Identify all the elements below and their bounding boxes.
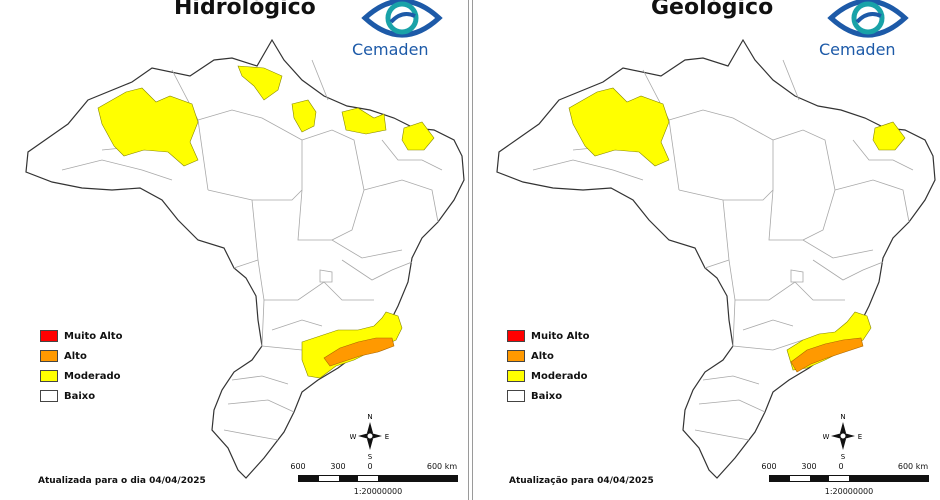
legend-item-moderado: Moderado <box>507 366 589 386</box>
legend-label: Moderado <box>531 370 588 382</box>
legend-item-baixo: Baixo <box>40 386 122 406</box>
scale-label: 600 <box>761 462 777 471</box>
legend: Muito Alto Alto Moderado Baixo <box>40 326 122 406</box>
risk-area-ceara <box>401 121 435 151</box>
scale-label: 0 <box>838 462 844 471</box>
legend-item-moderado: Moderado <box>40 366 122 386</box>
risk-area-amazonas <box>97 87 199 167</box>
scale-labels: 600 300 0 600 km <box>290 462 458 474</box>
brazil-map <box>25 38 465 479</box>
legend-swatch <box>40 370 58 382</box>
legend-item-alto: Alto <box>40 346 122 366</box>
compass-s: S <box>368 453 373 460</box>
legend-item-baixo: Baixo <box>507 386 589 406</box>
scale-bar: 600 300 0 600 km 1:20000000 <box>761 462 929 498</box>
risk-alto <box>790 337 864 373</box>
legend-label: Muito Alto <box>531 330 590 342</box>
legend-swatch <box>40 330 58 342</box>
legend-swatch <box>507 390 525 402</box>
compass-n: N <box>840 413 845 421</box>
risk-area-para <box>291 99 317 133</box>
risk-area-maranhao <box>341 107 387 135</box>
legend-label: Muito Alto <box>64 330 123 342</box>
risk-alto <box>323 337 395 367</box>
risk-area-roraima <box>237 65 283 101</box>
map-panel-hidrologico: Hidrológico Cemaden <box>2 0 469 500</box>
risk-area-serra-do-mar <box>323 337 395 367</box>
legend-item-muito-alto: Muito Alto <box>507 326 589 346</box>
cemaden-logo-icon <box>827 0 909 38</box>
scale-ratio: 1:20000000 <box>353 487 403 496</box>
legend: Muito Alto Alto Moderado Baixo <box>507 326 589 406</box>
map-title: Geológico <box>651 0 774 20</box>
legend-swatch <box>507 330 525 342</box>
brazil-outline <box>25 38 465 479</box>
brazil-outline <box>496 38 936 479</box>
internal-borders <box>61 59 443 441</box>
logo-label: Cemaden <box>819 40 896 59</box>
risk-area-ceara <box>872 121 906 151</box>
risk-area-serra-do-mar <box>790 337 864 373</box>
legend-item-muito-alto: Muito Alto <box>40 326 122 346</box>
legend-label: Baixo <box>531 390 563 402</box>
compass-rose-icon: N S W E <box>823 413 862 460</box>
logo-label: Cemaden <box>352 40 429 59</box>
compass-n: N <box>367 413 372 421</box>
scale-label: 300 <box>801 462 817 471</box>
scale-label: 600 <box>290 462 306 471</box>
scale-label: 0 <box>367 462 373 471</box>
scale-segments <box>769 475 929 482</box>
scale-bar: 600 300 0 600 km 1:20000000 <box>290 462 458 498</box>
brazil-map <box>496 38 936 479</box>
compass-e: E <box>858 433 862 441</box>
legend-label: Moderado <box>64 370 121 382</box>
legend-swatch <box>40 390 58 402</box>
compass-s: S <box>841 453 846 460</box>
risk-area-amazonas <box>568 87 670 167</box>
legend-item-alto: Alto <box>507 346 589 366</box>
legend-swatch <box>507 350 525 362</box>
scale-labels: 600 300 0 600 km <box>761 462 929 474</box>
scale-label: 600 km <box>897 462 929 471</box>
compass-w: W <box>350 433 357 441</box>
compass-rose-icon: N S W E <box>350 413 389 460</box>
cemaden-logo-icon <box>361 0 443 38</box>
scale-label: 600 km <box>426 462 458 471</box>
legend-swatch <box>507 370 525 382</box>
map-title: Hidrológico <box>174 0 316 20</box>
scale-ratio: 1:20000000 <box>824 487 874 496</box>
compass-e: E <box>385 433 389 441</box>
scale-segments <box>298 475 458 482</box>
map-panel-geologico: Geológico Cemaden <box>472 0 939 500</box>
updated-date-text: Atualizada para o dia 04/04/2025 <box>38 476 206 486</box>
compass-w: W <box>823 433 830 441</box>
scale-label: 300 <box>330 462 346 471</box>
legend-swatch <box>40 350 58 362</box>
updated-date-text: Atualização para 04/04/2025 <box>509 476 654 486</box>
legend-label: Alto <box>64 350 87 362</box>
legend-label: Alto <box>531 350 554 362</box>
legend-label: Baixo <box>64 390 96 402</box>
